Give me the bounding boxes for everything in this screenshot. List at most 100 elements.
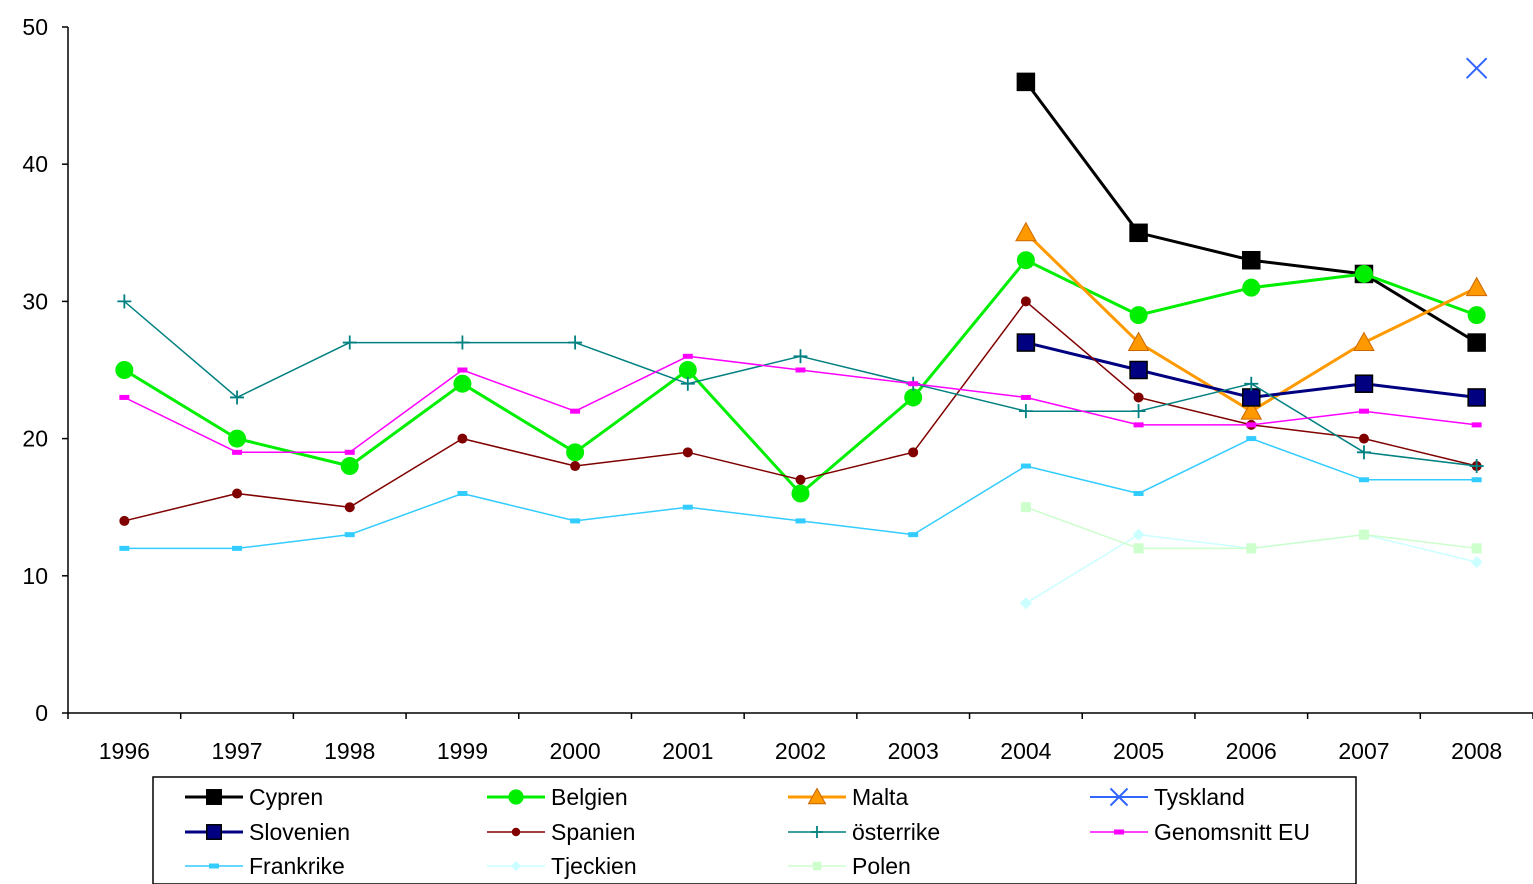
- legend-item: Frankrike: [185, 853, 345, 879]
- data-point: [1129, 360, 1148, 380]
- data-point: [1109, 787, 1129, 807]
- series-layer: [115, 57, 1488, 610]
- legend-item: Genomsnitt EU: [1090, 819, 1310, 845]
- data-point: [795, 518, 806, 524]
- legend-label: Cypren: [249, 784, 323, 810]
- data-point: [1132, 528, 1145, 541]
- data-point: [230, 390, 245, 405]
- series-5: [1016, 333, 1486, 407]
- data-point: [1471, 543, 1482, 554]
- data-point: [1133, 543, 1144, 554]
- data-point: [1020, 394, 1031, 400]
- legend-label: Tjeckien: [551, 853, 637, 879]
- data-point: [1020, 463, 1031, 469]
- legend-label: Slovenien: [249, 819, 350, 845]
- data-point: [1242, 250, 1261, 270]
- data-point: [344, 502, 355, 513]
- x-tick-label: 2004: [1000, 738, 1051, 764]
- data-point: [1133, 392, 1144, 403]
- series-3: [1015, 221, 1488, 420]
- series-9: [119, 436, 1482, 551]
- data-point: [232, 449, 243, 455]
- data-point: [232, 545, 243, 551]
- y-tick-label: 50: [22, 14, 48, 40]
- data-point: [1354, 264, 1373, 283]
- data-point: [1467, 333, 1486, 352]
- series-7: [117, 294, 1484, 474]
- series-line: [1024, 81, 1478, 344]
- data-point: [1358, 433, 1369, 444]
- data-point: [682, 353, 693, 359]
- series-2: [115, 251, 1486, 503]
- x-tick-label: 2002: [775, 738, 826, 764]
- data-point: [908, 381, 919, 387]
- data-point: [1114, 829, 1124, 835]
- legend-label: Genomsnitt EU: [1154, 819, 1310, 845]
- data-point: [457, 490, 468, 496]
- data-point: [1016, 333, 1036, 352]
- data-point: [1471, 477, 1482, 483]
- legend-label: Malta: [852, 784, 908, 810]
- data-point: [1020, 502, 1031, 513]
- data-point: [1246, 422, 1257, 428]
- data-point: [811, 826, 823, 838]
- data-point: [117, 294, 132, 309]
- data-point: [455, 335, 470, 350]
- data-point: [115, 361, 134, 379]
- legend-item: Polen: [788, 853, 911, 879]
- data-point: [119, 545, 130, 551]
- data-point: [1131, 404, 1146, 419]
- legend-item: Cypren: [185, 784, 323, 810]
- x-tick-label: 2001: [662, 738, 713, 764]
- data-point: [1358, 529, 1369, 540]
- data-point: [570, 518, 581, 524]
- data-point: [1242, 278, 1261, 297]
- data-point: [1470, 556, 1483, 569]
- data-point: [508, 789, 524, 805]
- data-point: [682, 504, 693, 510]
- data-point: [1019, 597, 1032, 610]
- data-point: [511, 827, 521, 837]
- data-point: [1016, 72, 1036, 92]
- data-point: [1353, 331, 1375, 352]
- legend-label: österrike: [852, 819, 940, 845]
- data-point: [1240, 400, 1263, 420]
- y-tick-label: 20: [22, 426, 48, 452]
- data-point: [678, 361, 697, 379]
- legend-item: Tyskland: [1090, 784, 1245, 810]
- x-tick-label: 2006: [1226, 738, 1277, 764]
- series-1: [1016, 72, 1486, 352]
- data-point: [908, 532, 919, 538]
- series-line: [1025, 506, 1477, 550]
- y-tick-label: 40: [22, 151, 48, 177]
- data-point: [795, 367, 806, 373]
- data-point: [1467, 306, 1486, 325]
- data-point: [340, 457, 359, 476]
- data-point: [1467, 388, 1486, 407]
- data-point: [1471, 422, 1482, 428]
- series-11: [1020, 502, 1482, 554]
- x-tick-label: 1998: [324, 738, 375, 764]
- x-tick-label: 1997: [211, 738, 262, 764]
- x-tick-label: 1996: [99, 738, 150, 764]
- data-point: [680, 376, 695, 391]
- legend-item: Tjeckien: [487, 853, 637, 879]
- data-point: [1127, 331, 1150, 352]
- data-point: [457, 367, 468, 373]
- data-point: [209, 863, 219, 869]
- data-point: [232, 488, 243, 499]
- data-point: [1358, 408, 1369, 414]
- series-line: [123, 300, 1477, 467]
- data-point: [682, 447, 693, 458]
- data-point: [119, 394, 130, 400]
- data-point: [904, 388, 923, 407]
- data-point: [795, 474, 806, 485]
- data-point: [1246, 436, 1257, 442]
- legend-label: Spanien: [551, 819, 635, 845]
- data-point: [1020, 296, 1031, 307]
- data-point: [1469, 459, 1484, 474]
- series-4: [1465, 57, 1488, 79]
- data-point: [1465, 276, 1488, 297]
- data-point: [344, 532, 355, 538]
